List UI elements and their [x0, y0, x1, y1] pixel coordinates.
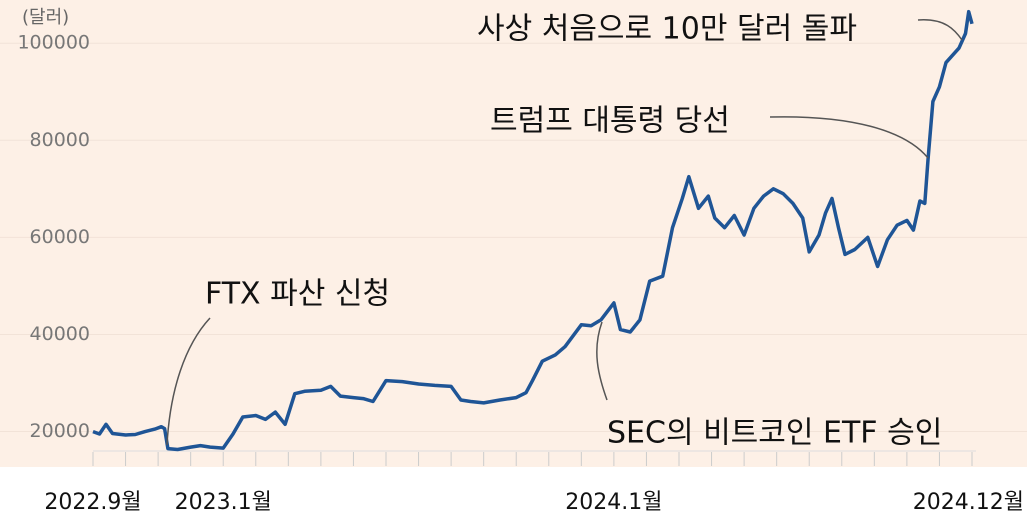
leader-line: [917, 19, 963, 41]
y-tick-label: 60000: [30, 226, 90, 248]
annotation: FTX 파산 신청: [205, 277, 390, 312]
x-tick-label: 2024.12월: [913, 490, 1024, 515]
leader-line: [769, 116, 929, 159]
annotation: 사상 처음으로 10만 달러 돌파: [477, 12, 857, 47]
y-tick-label: 100000: [17, 32, 90, 54]
y-tick-label: 20000: [30, 420, 90, 442]
leader-line: [596, 321, 608, 401]
plot: [92, 9, 974, 452]
x-tick-label: 2022.9월: [44, 490, 141, 515]
grid: 20000 40000 60000 80000 100000: [0, 32, 1027, 466]
leader-line: [166, 317, 211, 446]
unit-label: (달러): [22, 7, 69, 28]
x-tick-label: 2023.1월: [175, 490, 272, 515]
x-tick-label: 2024.1월: [565, 490, 662, 515]
line-series: [92, 9, 974, 452]
y-tick-label: 40000: [30, 323, 90, 345]
annotation: 트럼프 대통령 당선: [490, 104, 730, 139]
annotation: SEC의 비트코인 ETF 승인: [607, 416, 942, 451]
plot-background: [0, 0, 1027, 467]
y-tick-label: 80000: [30, 129, 90, 151]
